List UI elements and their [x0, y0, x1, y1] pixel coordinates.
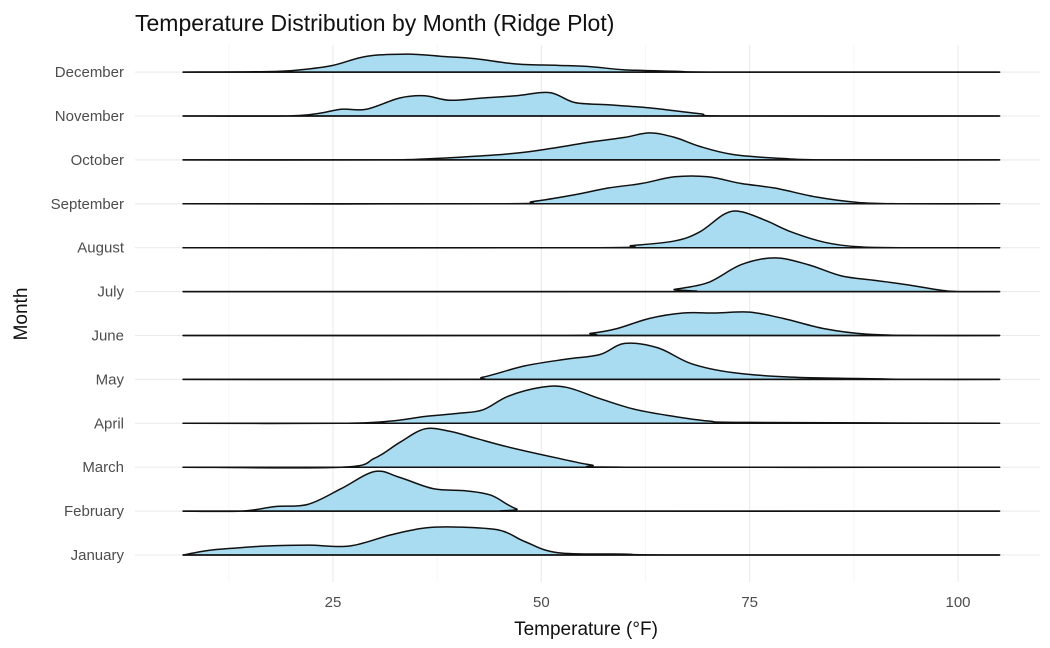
- y-tick-label: January: [71, 547, 125, 564]
- ridge-november: [182, 91, 1001, 117]
- y-tick-label: December: [55, 64, 124, 81]
- x-tick-label: 50: [533, 594, 550, 611]
- axis-ticks: January February March April May June July Augu…: [51, 64, 971, 611]
- ridge-march: [182, 427, 1001, 469]
- chart-title: Temperature Distribution by Month (Ridge…: [135, 10, 614, 36]
- x-tick-label: 100: [945, 594, 970, 611]
- x-tick-label: 25: [325, 594, 342, 611]
- x-axis-label: Temperature (°F): [514, 619, 658, 640]
- y-tick-label: July: [97, 284, 124, 301]
- ridge-january: [182, 526, 1001, 556]
- ridge-december: [182, 53, 1001, 73]
- ridge-july: [182, 257, 1001, 293]
- y-tick-label: June: [91, 328, 124, 345]
- y-tick-label: October: [71, 152, 124, 169]
- ridge-october: [182, 132, 1001, 161]
- y-axis-label: Month: [11, 288, 32, 341]
- ridge-september: [182, 175, 1001, 205]
- y-tick-label: May: [96, 371, 125, 388]
- y-tick-label: September: [51, 196, 124, 213]
- ridge-may: [182, 342, 1001, 381]
- y-tick-label: March: [82, 459, 124, 476]
- x-tick-label: 75: [741, 594, 758, 611]
- ridge-june: [182, 311, 1001, 337]
- grid-lines: [135, 45, 1040, 582]
- ridge-august: [182, 210, 1001, 249]
- y-tick-label: April: [94, 415, 124, 432]
- y-tick-label: August: [77, 240, 125, 257]
- y-tick-label: February: [64, 503, 125, 520]
- ridge-april: [182, 385, 1001, 425]
- ridges: [182, 53, 1001, 556]
- y-tick-label: November: [55, 108, 124, 125]
- ridge-february: [182, 470, 1001, 513]
